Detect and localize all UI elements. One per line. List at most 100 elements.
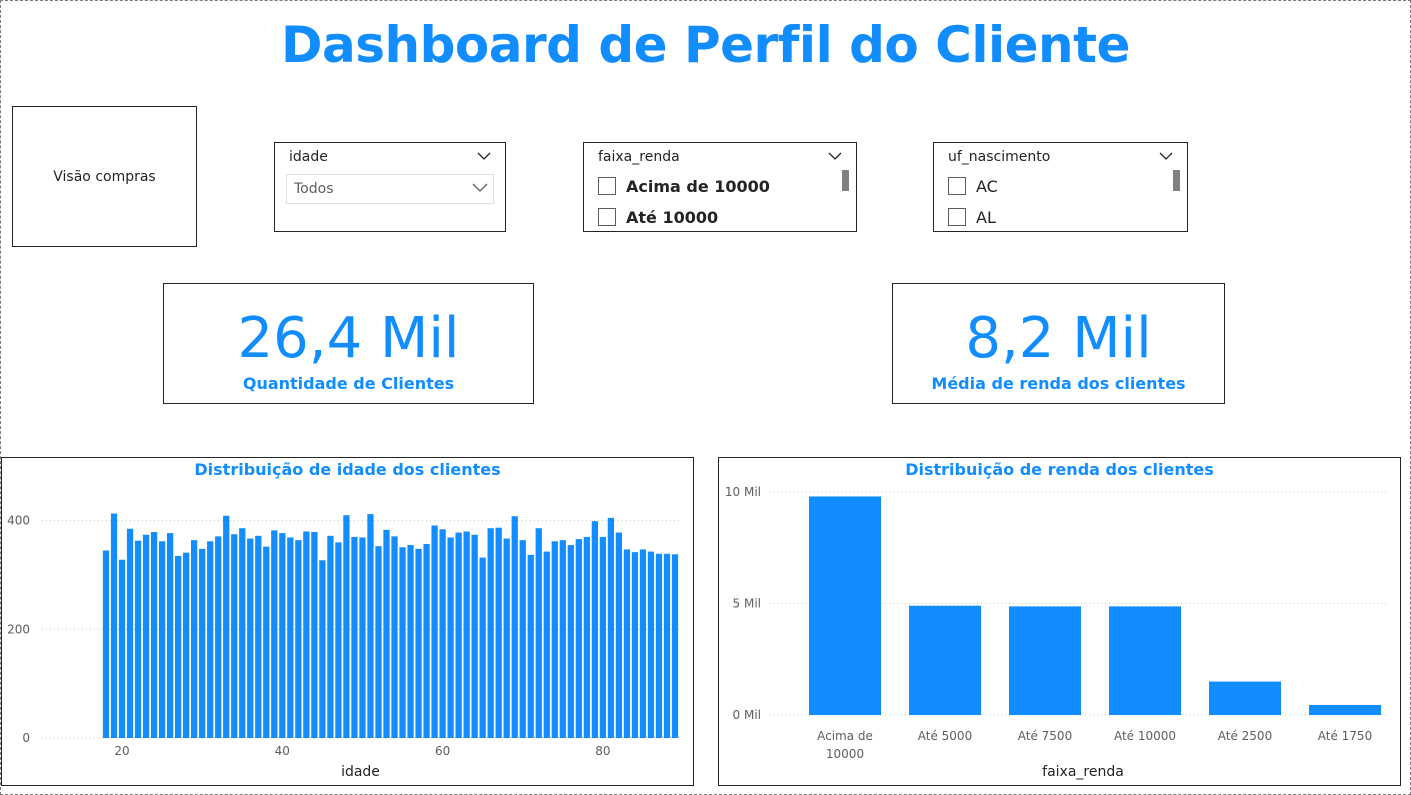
bar [247,538,254,738]
bar [415,548,422,738]
faixa-renda-slicer-header: faixa_renda [598,149,842,169]
kpi-value: 26,4 Mil [237,306,460,371]
chart-title: Distribuição de renda dos clientes [905,460,1214,479]
x-axis-title: faixa_renda [1042,764,1124,780]
bar [231,534,238,738]
kpi-card-renda: 8,2 Mil Média de renda dos clientes [892,283,1225,404]
chevron-down-icon[interactable] [477,151,491,161]
bar [295,540,302,738]
chart-title: Distribuição de idade dos clientes [194,460,501,479]
faixa-renda-option[interactable]: Acima de 10000 [598,175,770,197]
bar [199,548,206,738]
chevron-down-icon[interactable] [828,151,842,161]
bar [223,515,230,738]
bar [367,514,374,738]
uf-nascimento-option-label: AL [976,207,996,227]
uf-nascimento-option[interactable]: AL [948,206,996,228]
x-tick-label: Até 10000 [1114,729,1176,743]
y-tick-label: 0 Mil [733,708,761,722]
bar [351,536,358,738]
bar [359,537,366,738]
bar [447,537,454,738]
bar [631,552,639,738]
bar [487,528,494,738]
uf-nascimento-option-label: AC [976,176,998,196]
bar [375,546,382,738]
uf-nascimento-slicer: uf_nascimento AC AL [933,142,1188,232]
bar [479,557,486,738]
x-tick-label: Até 5000 [918,729,972,743]
idade-slicer-title: idade [289,149,328,165]
bar [207,541,214,738]
faixa-renda-option[interactable]: Até 10000 [598,206,718,228]
faixa-renda-option-label: Até 10000 [626,207,719,227]
bar [663,553,671,738]
bar [175,555,182,738]
y-tick-label: 5 Mil [733,597,761,611]
bar [567,545,574,738]
chevron-down-icon[interactable] [1159,151,1173,161]
idade-slicer-header: idade [289,149,491,169]
bar [311,532,318,738]
bar [623,549,631,738]
bar [559,540,566,738]
faixa-renda-scrollbar[interactable] [842,170,849,191]
bar [142,534,150,738]
bar [166,533,174,738]
x-tick-label: Até 7500 [1018,729,1072,743]
kpi-card-clientes: 26,4 Mil Quantidade de Clientes [163,283,534,404]
visao-compras-label: Visão compras [53,168,156,185]
bar [239,528,246,738]
x-tick-label: Acima de 10000 [817,729,873,761]
bar [1209,681,1281,715]
x-tick-label: Até 1750 [1318,729,1372,743]
bar [303,531,310,738]
bar [591,521,598,738]
bar [809,496,881,715]
bar [615,532,623,738]
y-tick-label: 0 [22,731,30,745]
bar [909,605,981,715]
checkbox-icon[interactable] [598,177,616,195]
income-bar-chart: 0 Mil 5 Mil 10 Mil Acima de 10000 Até 5000 Até… [725,485,1389,780]
bar [495,527,502,738]
bar [150,532,158,738]
bar [647,551,655,738]
faixa-renda-option-label: Acima de 10000 [626,176,770,196]
x-tick-label: 60 [435,744,450,758]
uf-nascimento-option[interactable]: AC [948,175,998,197]
checkbox-icon[interactable] [948,208,966,226]
faixa-renda-slicer: faixa_renda Acima de 10000 Até 10000 [583,142,857,232]
uf-nascimento-slicer-header: uf_nascimento [948,149,1173,169]
chart-renda: Distribuição de renda dos clientes 0 Mil… [718,457,1401,786]
bar [583,536,590,738]
x-axis-title: idade [341,764,380,780]
bar [110,513,118,738]
x-tick-label: 40 [275,744,290,758]
bar [158,541,166,738]
bar [543,551,550,738]
idade-dropdown-value: Todos [294,181,334,197]
faixa-renda-slicer-title: faixa_renda [598,149,680,165]
bar [319,560,326,738]
visao-compras-button[interactable]: Visão compras [12,106,197,247]
bar [271,530,278,738]
bar [102,550,110,738]
bar [503,538,510,738]
bar [471,534,478,738]
bar [439,529,446,738]
bar [279,533,286,738]
checkbox-icon[interactable] [948,177,966,195]
bar [118,559,126,738]
uf-nascimento-scrollbar[interactable] [1173,170,1180,191]
bar [607,517,615,738]
bar [519,540,526,738]
bar [1309,704,1381,715]
bar [335,542,342,738]
checkbox-icon[interactable] [598,208,616,226]
page-title: Dashboard de Perfil do Cliente [281,16,1130,74]
kpi-value: 8,2 Mil [965,306,1152,371]
idade-dropdown[interactable]: Todos [286,174,494,204]
bar [639,549,647,738]
idade-slicer: idade Todos [274,142,506,232]
